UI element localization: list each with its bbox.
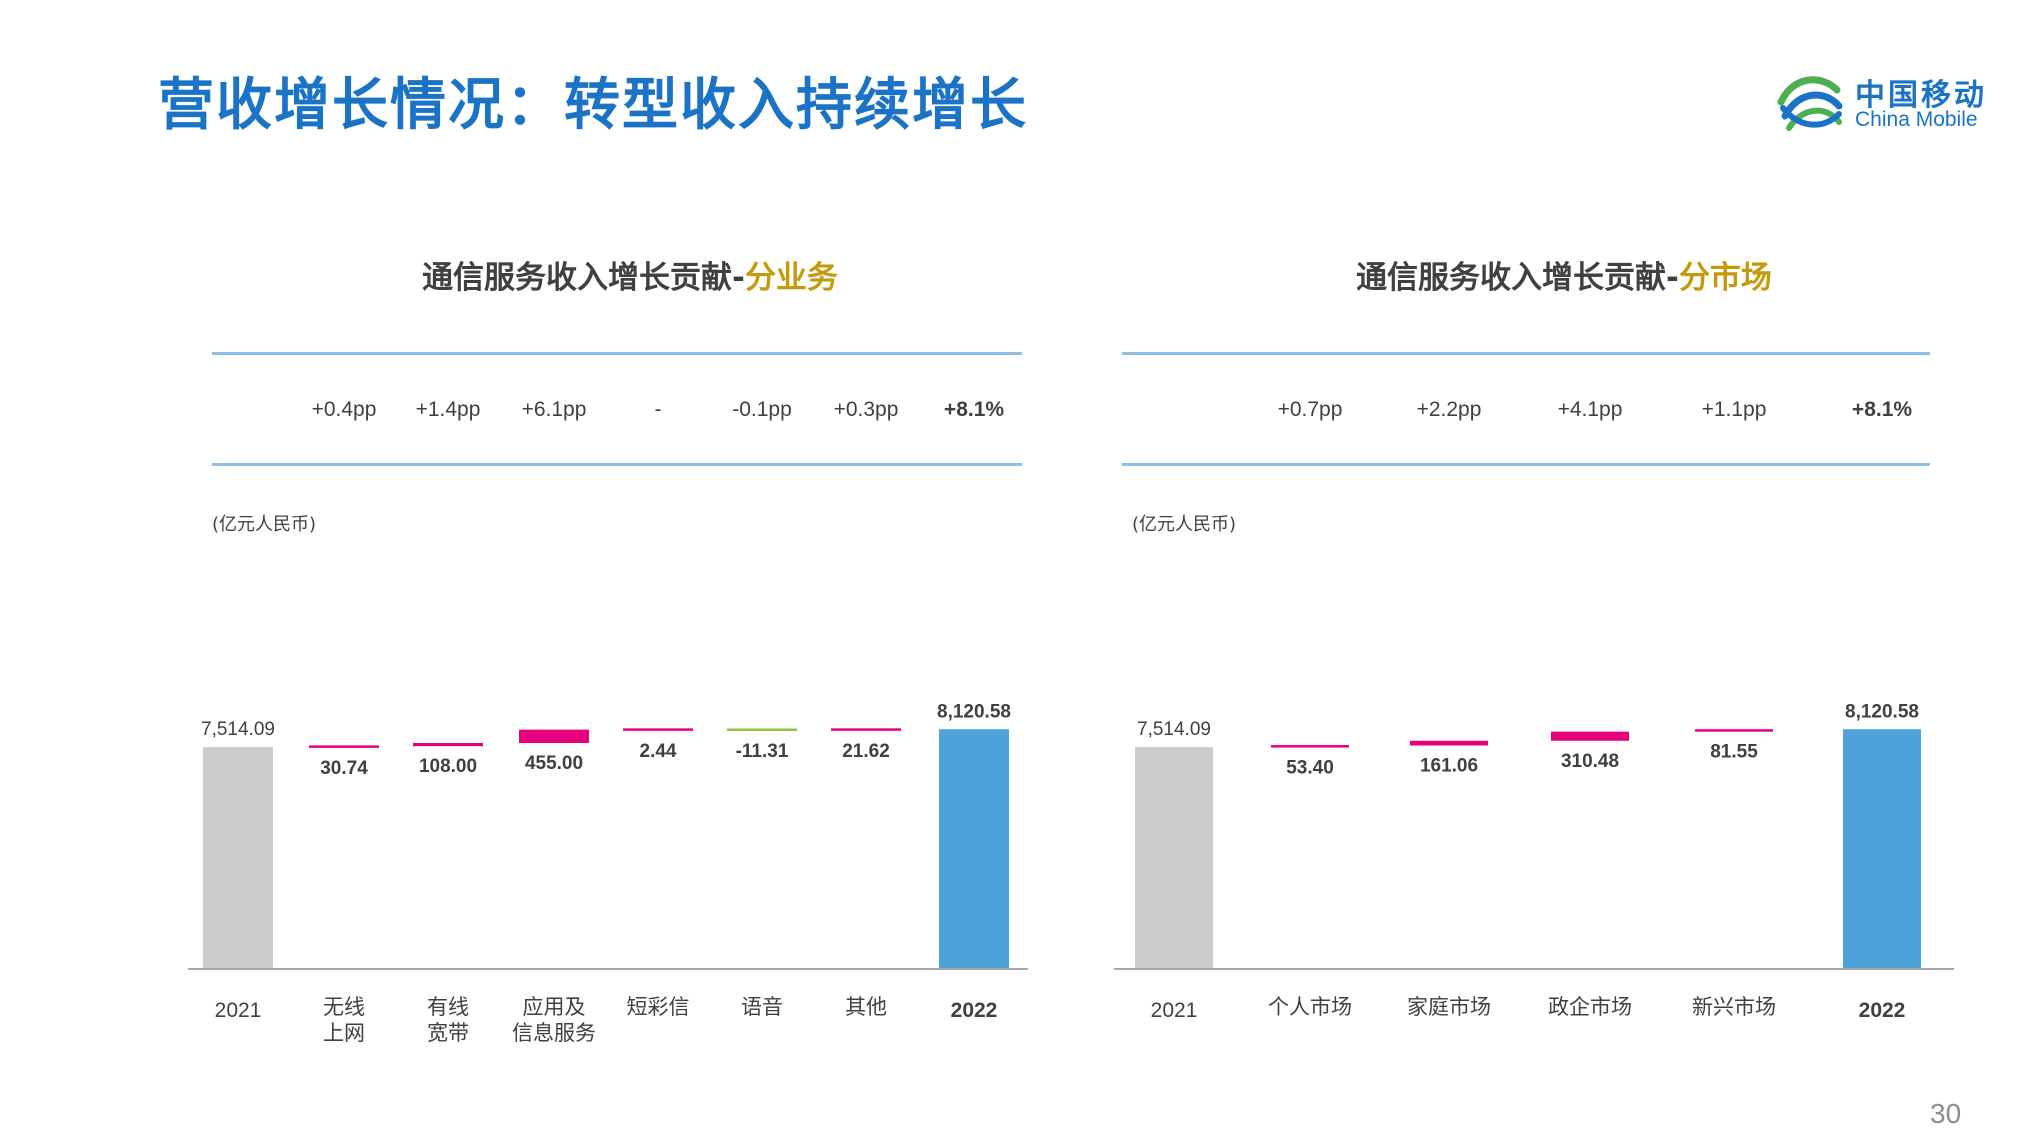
- waterfall-bar-4: [623, 728, 693, 731]
- category-label-2: 家庭市场: [1407, 995, 1491, 1019]
- value-label-3: 455.00: [525, 753, 583, 774]
- panel-title: 通信服务收入增长贡献-分业务: [180, 252, 1080, 297]
- growth-label-5: -0.1pp: [732, 398, 792, 421]
- panel-title: 通信服务收入增长贡献-分市场: [1114, 252, 2014, 297]
- waterfall-bar-1: [1271, 745, 1349, 748]
- china-mobile-logo-icon: [1777, 76, 1843, 131]
- waterfall-bar-0: [1135, 747, 1213, 968]
- growth-label-1: +0.7pp: [1277, 398, 1343, 421]
- chart-panel-by-market: 通信服务收入增长贡献-分市场 +0.7pp +2.2pp +4.1pp +1.1pp +…: [1114, 0, 2014, 1146]
- chart-panel-by-business: 通信服务收入增长贡献-分业务 +0.4pp +1.4pp +6.1pp - -0.1pp…: [180, 0, 1080, 1146]
- growth-label-2: +1.4pp: [415, 398, 481, 421]
- china-mobile-logo: 中国移动 China Mobile: [1775, 62, 1995, 142]
- waterfall-bar-3: [1551, 731, 1629, 741]
- growth-label-4: -: [654, 398, 662, 421]
- panel-title-highlight: 分市场: [1678, 260, 1772, 296]
- panel-title-main: 通信服务收入增长贡献-: [1356, 260, 1679, 296]
- value-label-2: 108.00: [419, 756, 477, 777]
- waterfall-bar-4: [1695, 729, 1773, 732]
- value-label-3: 310.48: [1561, 751, 1619, 772]
- category-label-7: 2022: [950, 999, 998, 1022]
- category-label-5: 2022: [1858, 999, 1906, 1022]
- bottom-rule: [1122, 463, 1930, 466]
- growth-label-7: +8.1%: [943, 398, 1005, 421]
- waterfall-bar-2: [413, 743, 483, 747]
- category-label-6: 其他: [845, 995, 887, 1019]
- value-label-0: 7,514.09: [201, 719, 275, 740]
- waterfall-bar-5: [727, 728, 797, 731]
- waterfall-bar-7: [939, 729, 1009, 968]
- growth-label-1: +0.4pp: [311, 398, 377, 421]
- unit-label: (亿元人民币): [1132, 514, 1237, 535]
- value-label-2: 161.06: [1420, 756, 1478, 777]
- unit-label: (亿元人民币): [212, 514, 317, 535]
- top-rule: [212, 352, 1022, 355]
- waterfall-bar-1: [309, 745, 379, 748]
- category-label-3: 政企市场: [1548, 995, 1632, 1019]
- waterfall-chart: 7,514.09 30.74 108.00 455.00 2.44 -11.31 21.62…: [188, 701, 1028, 970]
- growth-label-2: +2.2pp: [1416, 398, 1482, 421]
- category-label-2: 有线 宽带: [427, 995, 469, 1045]
- category-label-5: 语音: [741, 995, 783, 1019]
- bottom-rule: [212, 463, 1022, 466]
- logo-text-cn: 中国移动: [1855, 78, 1987, 113]
- category-label-0: 2021: [214, 999, 262, 1022]
- page-number: 30: [1930, 1098, 1962, 1129]
- category-label-4: 新兴市场: [1692, 995, 1776, 1019]
- value-label-4: 2.44: [640, 741, 677, 762]
- value-label-1: 30.74: [320, 758, 368, 779]
- panel-title-main: 通信服务收入增长贡献-: [422, 260, 745, 296]
- waterfall-bar-5: [1843, 729, 1921, 968]
- waterfall-bar-0: [203, 747, 273, 968]
- value-label-7: 8,120.58: [937, 701, 1011, 722]
- waterfall-bar-3: [519, 729, 589, 744]
- value-label-4: 81.55: [1710, 742, 1758, 763]
- logo-text-en: China Mobile: [1855, 108, 1978, 131]
- category-label-4: 短彩信: [626, 995, 690, 1019]
- growth-label-5: +8.1%: [1851, 398, 1913, 421]
- growth-label-3: +4.1pp: [1557, 398, 1623, 421]
- category-label-3: 应用及 信息服务: [512, 995, 596, 1045]
- value-label-5: -11.31: [736, 741, 789, 762]
- growth-label-4: +1.1pp: [1701, 398, 1767, 421]
- value-label-6: 21.62: [842, 741, 890, 762]
- value-label-1: 53.40: [1286, 758, 1334, 779]
- panel-title-highlight: 分业务: [744, 260, 838, 296]
- slide-title: 营收增长情况：转型收入持续增长: [158, 73, 1028, 138]
- value-label-0: 7,514.09: [1137, 719, 1211, 740]
- top-rule: [1122, 352, 1930, 355]
- growth-label-6: +0.3pp: [833, 398, 899, 421]
- growth-label-3: +6.1pp: [521, 398, 587, 421]
- value-label-5: 8,120.58: [1845, 701, 1919, 722]
- category-label-1: 个人市场: [1268, 995, 1352, 1019]
- category-label-1: 无线 上网: [323, 995, 365, 1045]
- waterfall-bar-6: [831, 728, 901, 731]
- category-label-0: 2021: [1150, 999, 1198, 1022]
- waterfall-chart: 7,514.09 53.40 161.06 310.48 81.55 8,120.58: [1114, 701, 1954, 970]
- waterfall-bar-2: [1410, 740, 1488, 746]
